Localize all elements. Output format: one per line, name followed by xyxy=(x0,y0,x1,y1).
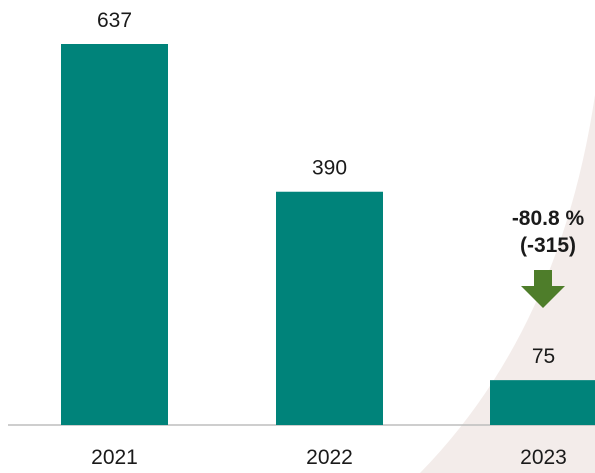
change-annotation: -80.8 % (-315) xyxy=(512,207,585,308)
value-label-2023: 75 xyxy=(532,345,555,368)
value-labels: 637 390 75 xyxy=(97,9,555,368)
bars xyxy=(61,44,595,425)
x-tick-labels: 2021 2022 2023 xyxy=(91,446,567,469)
value-label-2021: 637 xyxy=(97,9,132,32)
annotation-percent: -80.8 % xyxy=(512,207,585,230)
x-tick-2021: 2021 xyxy=(91,446,138,469)
annotation-delta: (-315) xyxy=(520,234,576,257)
x-tick-2023: 2023 xyxy=(520,446,567,469)
bar-2023 xyxy=(490,380,595,425)
value-label-2022: 390 xyxy=(312,157,347,180)
bar-2021 xyxy=(61,44,168,425)
down-arrow-icon xyxy=(521,270,565,308)
bar-2022 xyxy=(276,191,383,425)
x-tick-2022: 2022 xyxy=(306,446,353,469)
background-arc xyxy=(420,95,595,473)
